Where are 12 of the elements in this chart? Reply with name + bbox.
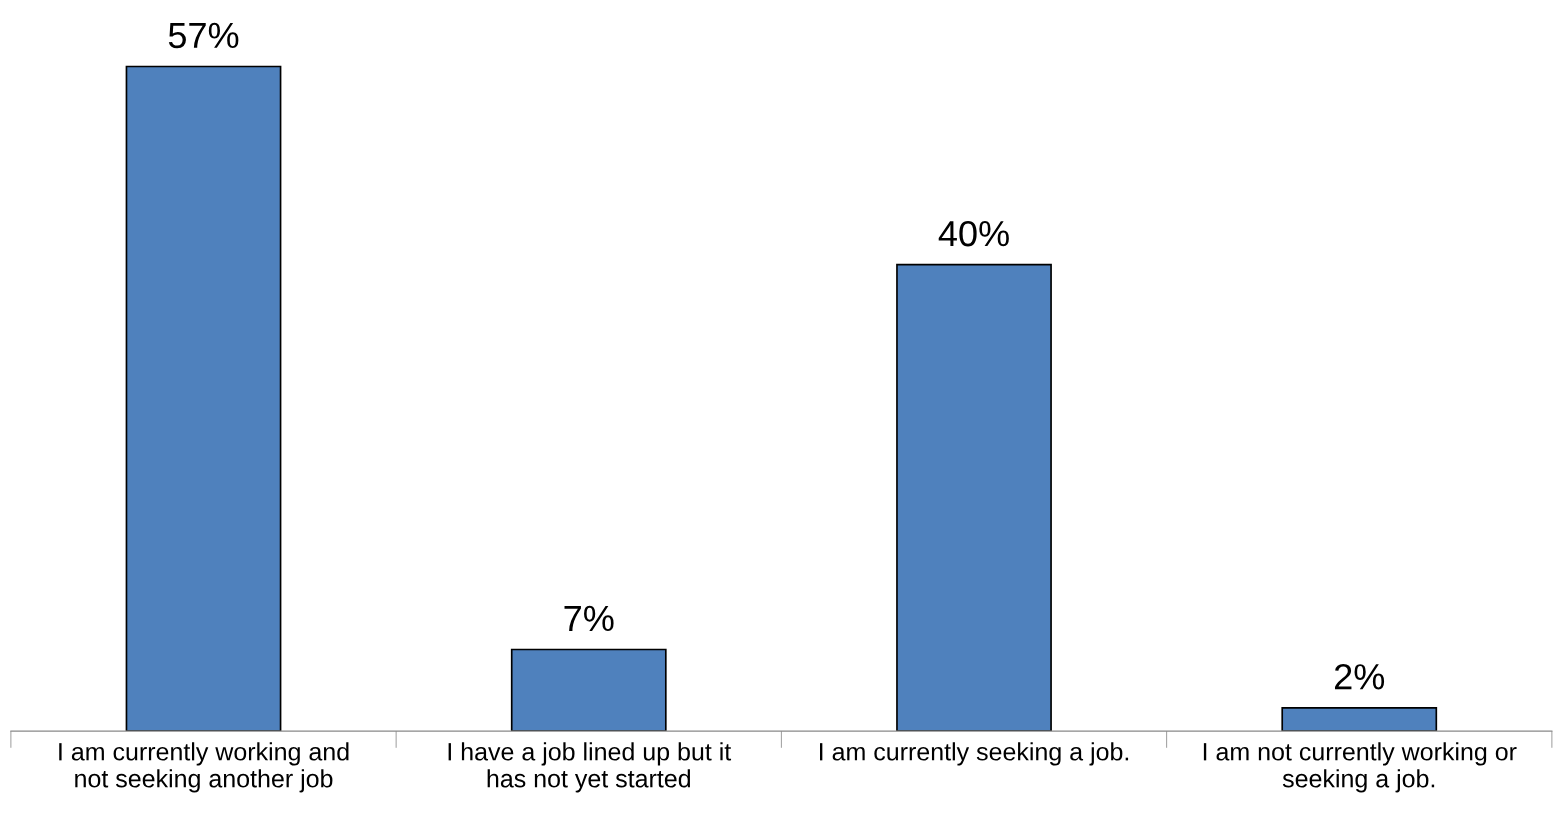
data-label: 2% [1334, 663, 1385, 690]
x-tick-label: I am currently seeking a job. [820, 742, 1129, 766]
x-tick-label: I am not currently working or seeking a job. [1203, 742, 1517, 793]
data-label: 7% [564, 605, 614, 632]
bar [510, 648, 667, 732]
bar [1281, 706, 1438, 732]
x-tick-label: I am currently working and not seeking another job [59, 742, 349, 793]
bar [896, 263, 1052, 732]
x-tick-label: I have a job lined up but it has not yet started [448, 742, 732, 793]
data-label: 40% [938, 220, 1009, 247]
data-label: 57% [168, 22, 239, 49]
bar [125, 65, 282, 732]
